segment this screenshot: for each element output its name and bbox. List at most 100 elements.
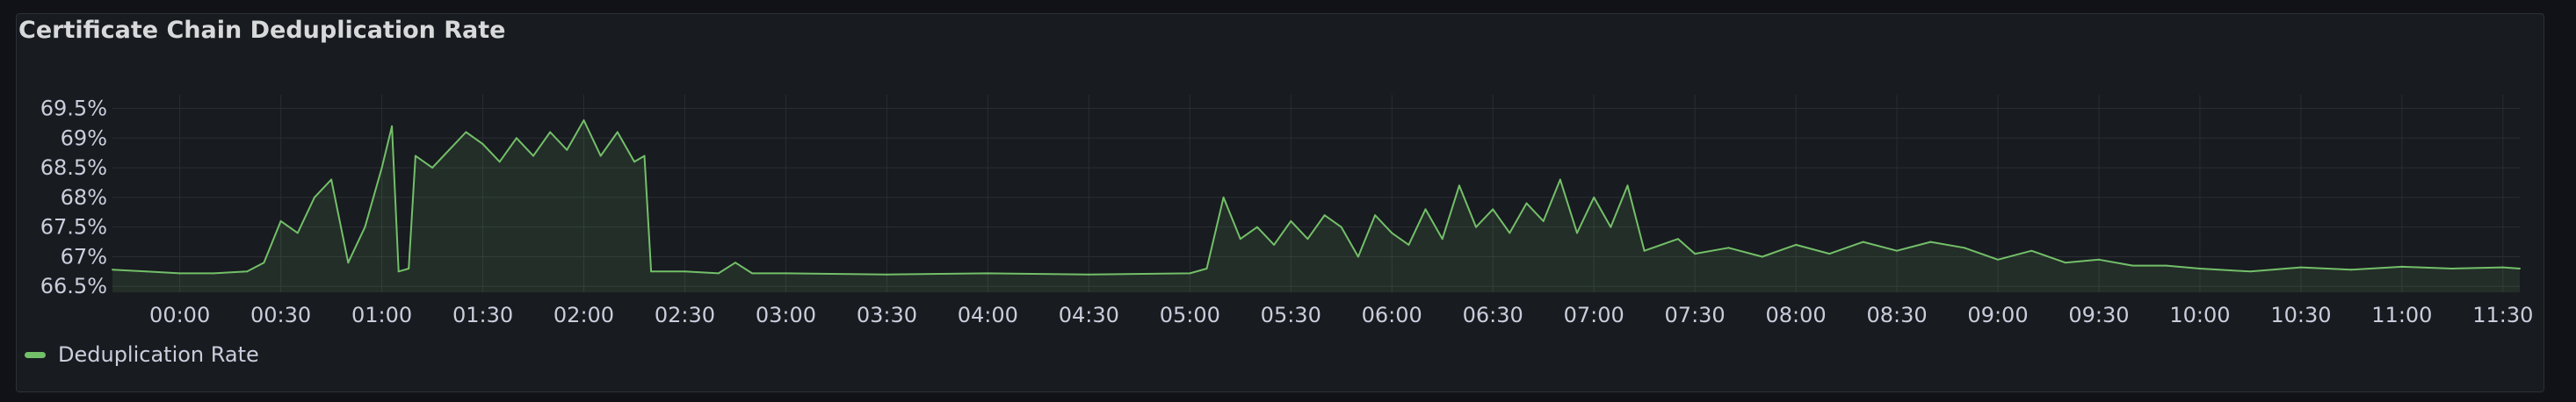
data-point — [2400, 265, 2403, 268]
y-tick-label: 66.5% — [40, 274, 107, 298]
data-point — [566, 148, 568, 151]
data-point — [1475, 226, 1477, 228]
legend-label: Deduplication Rate — [58, 342, 259, 367]
data-point — [431, 167, 434, 169]
x-tick-label: 01:00 — [351, 303, 412, 327]
y-tick-label: 68% — [61, 185, 107, 210]
data-point — [599, 154, 602, 157]
data-point — [1997, 258, 1999, 261]
data-point — [1407, 243, 1410, 246]
y-tick-label: 68.5% — [40, 155, 107, 180]
data-point — [1626, 184, 1629, 187]
x-tick-label: 10:30 — [2270, 303, 2331, 327]
data-point — [1576, 232, 1578, 234]
data-point — [1643, 249, 1646, 252]
data-point — [347, 262, 350, 264]
x-tick-label: 09:30 — [2068, 303, 2129, 327]
x-tick-label: 02:30 — [655, 303, 715, 327]
data-point — [2030, 249, 2033, 252]
x-tick-label: 06:00 — [1362, 303, 1422, 327]
data-point — [1828, 253, 1831, 255]
data-point — [751, 272, 754, 275]
data-point — [1660, 243, 1662, 246]
data-point — [2350, 269, 2353, 271]
data-point — [2299, 266, 2302, 269]
data-point — [1273, 243, 1276, 246]
data-point — [717, 272, 720, 275]
data-point — [1458, 184, 1460, 187]
data-point — [549, 131, 552, 133]
x-tick-label: 04:00 — [958, 303, 1018, 327]
series-area — [112, 120, 2520, 292]
data-point — [1542, 219, 1545, 222]
data-point — [1088, 273, 1090, 276]
x-tick-label: 09:00 — [1967, 303, 2028, 327]
data-point — [1255, 226, 1258, 228]
data-point — [1694, 253, 1697, 255]
data-point — [1357, 255, 1359, 258]
data-point — [414, 154, 416, 157]
data-point — [2451, 268, 2454, 269]
x-tick-label: 03:00 — [756, 303, 816, 327]
data-point — [1509, 232, 1511, 234]
y-tick-label: 69% — [61, 126, 107, 150]
y-tick-label: 67% — [61, 244, 107, 269]
panel-title: Certificate Chain Deduplication Rate — [18, 17, 506, 44]
data-point — [1761, 255, 1763, 258]
chart-panel — [16, 13, 2544, 392]
data-point — [684, 270, 686, 273]
x-tick-label: 07:00 — [1564, 303, 1624, 327]
data-point — [515, 137, 517, 140]
data-point — [1929, 240, 1932, 243]
data-point — [532, 154, 534, 157]
data-point — [2064, 262, 2066, 264]
data-point — [1862, 240, 1864, 243]
data-point — [2519, 268, 2521, 269]
x-tick-label: 02:00 — [554, 303, 614, 327]
x-tick-label: 11:00 — [2371, 303, 2432, 327]
data-point — [2249, 270, 2252, 273]
data-point — [481, 143, 484, 146]
x-tick-label: 01:30 — [452, 303, 513, 327]
data-point — [1205, 268, 1208, 269]
x-tick-label: 04:30 — [1059, 303, 1119, 327]
data-point — [2165, 264, 2167, 267]
data-point — [2198, 268, 2201, 269]
data-point — [1492, 208, 1494, 211]
data-point — [263, 262, 265, 264]
data-point — [1239, 238, 1241, 240]
data-point — [734, 262, 736, 264]
x-tick-label: 00:30 — [250, 303, 311, 327]
y-tick-label: 69.5% — [40, 97, 107, 121]
data-point — [1189, 272, 1191, 275]
x-tick-label: 08:30 — [1866, 303, 1927, 327]
x-tick-label: 05:00 — [1160, 303, 1220, 327]
data-point — [1391, 232, 1393, 234]
x-tick-label: 05:30 — [1261, 303, 1321, 327]
data-point — [785, 272, 787, 275]
data-point — [448, 148, 451, 151]
chart-legend[interactable]: Deduplication Rate — [25, 342, 259, 367]
data-point — [1424, 208, 1427, 211]
data-point — [1963, 247, 1965, 249]
data-point — [330, 178, 333, 181]
data-point — [380, 167, 383, 169]
data-point — [616, 131, 619, 133]
data-point — [364, 226, 366, 228]
data-point — [2501, 266, 2504, 269]
data-point — [296, 232, 299, 234]
data-point — [279, 219, 282, 222]
data-point — [633, 161, 635, 163]
data-point — [1559, 178, 1561, 181]
data-point — [1222, 196, 1225, 198]
data-point — [112, 269, 113, 271]
x-tick-label: 06:30 — [1463, 303, 1523, 327]
x-tick-label: 03:30 — [857, 303, 917, 327]
data-point — [1290, 219, 1292, 222]
data-point — [391, 125, 394, 127]
data-point — [650, 270, 653, 273]
data-point — [145, 270, 148, 273]
data-point — [1610, 226, 1612, 228]
data-point — [1323, 214, 1326, 217]
